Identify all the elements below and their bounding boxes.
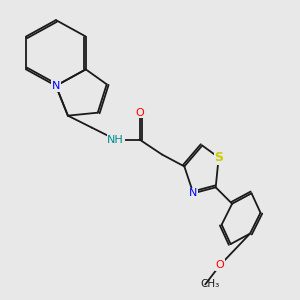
Text: NH: NH [107,134,124,145]
Text: N: N [52,81,60,91]
Text: N: N [189,188,197,198]
Text: S: S [214,151,223,164]
Text: CH₃: CH₃ [200,279,219,290]
Text: O: O [216,260,224,270]
Text: O: O [135,108,144,118]
